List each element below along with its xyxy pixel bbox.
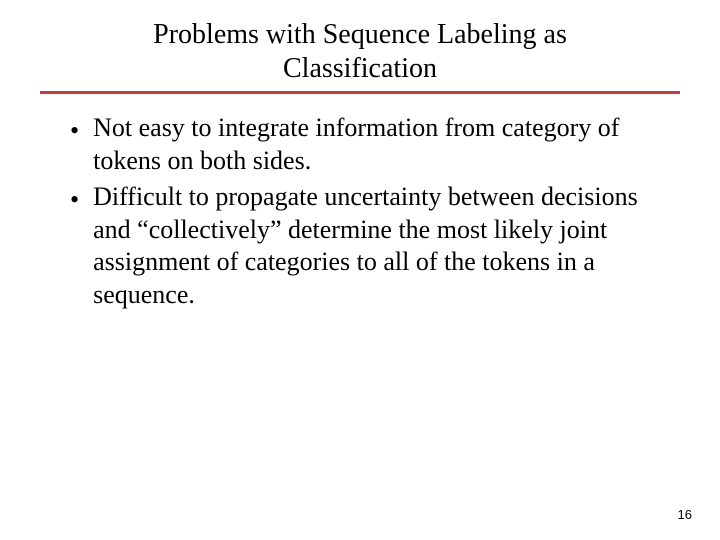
title-line-2: Classification — [80, 52, 640, 86]
title-line-1: Problems with Sequence Labeling as — [80, 18, 640, 52]
bullet-item: • Not easy to integrate information from… — [70, 112, 660, 177]
bullet-marker-icon: • — [70, 183, 79, 217]
page-number: 16 — [678, 507, 692, 522]
bullet-item: • Difficult to propagate uncertainty bet… — [70, 181, 660, 311]
bullet-text: Difficult to propagate uncertainty betwe… — [93, 181, 660, 311]
slide-container: Problems with Sequence Labeling as Class… — [0, 0, 720, 540]
bullet-text: Not easy to integrate information from c… — [93, 112, 660, 177]
slide-title: Problems with Sequence Labeling as Class… — [0, 18, 720, 85]
content-area: • Not easy to integrate information from… — [0, 94, 720, 311]
bullet-marker-icon: • — [70, 114, 79, 148]
